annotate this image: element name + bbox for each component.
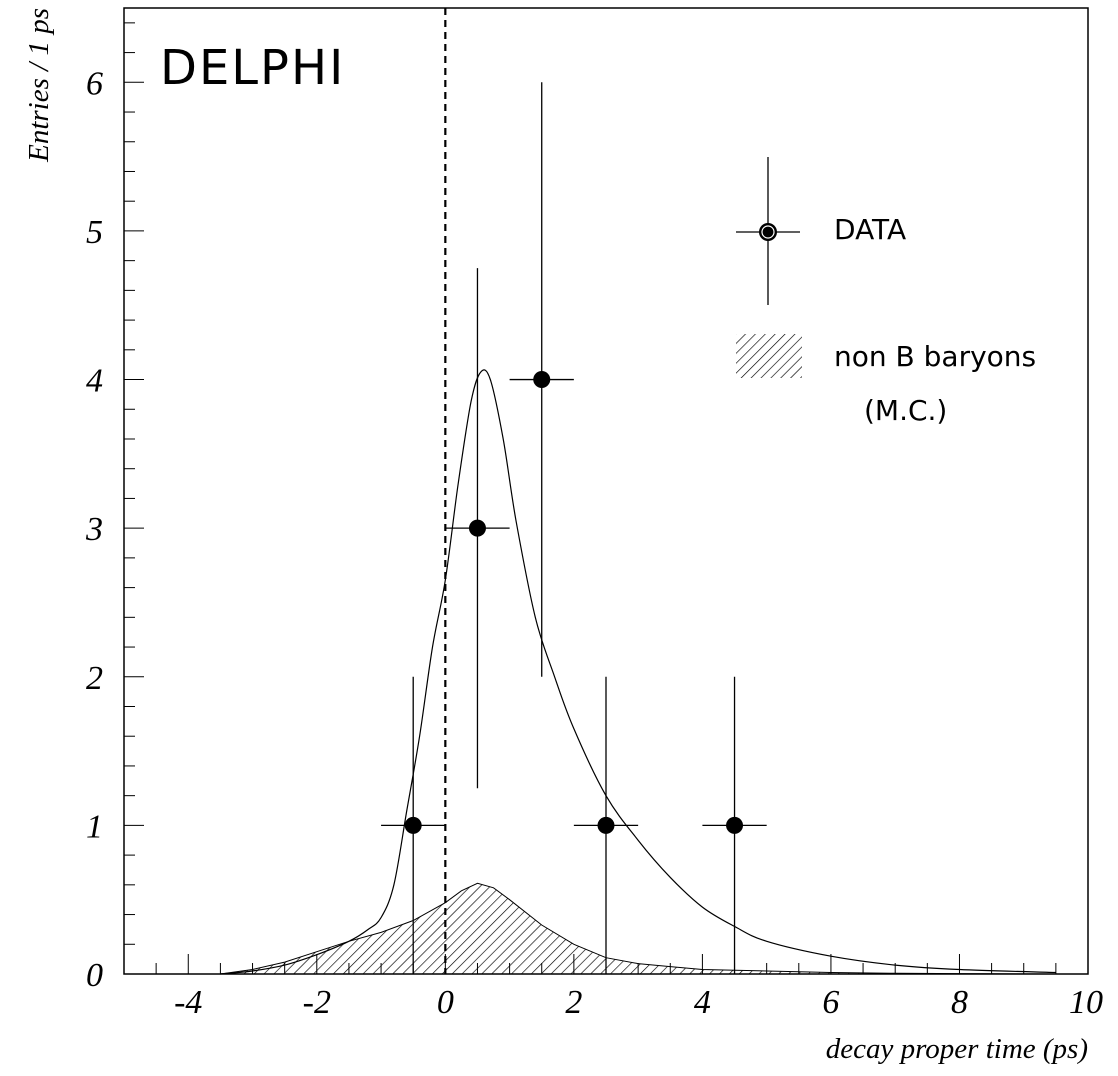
mc-hatched-area [220, 883, 1056, 974]
legend-data-marker-ring [761, 225, 775, 239]
axis-ticks-layer [123, 22, 1089, 975]
fit-curve [220, 369, 1056, 975]
legend-mc-label-sub: (M.C.) [864, 394, 947, 427]
data-points-layer [381, 82, 767, 974]
data-marker [533, 371, 551, 389]
legend-mc-swatch [736, 334, 802, 378]
y-tick-label: 4 [86, 363, 103, 400]
data-marker [468, 519, 486, 537]
x-tick-label: 10 [1069, 984, 1103, 1021]
x-tick-labels: -4 -2 0 2 4 6 8 10 [174, 984, 1103, 1021]
x-tick-label: 4 [694, 984, 711, 1021]
y-tick-labels: 0 1 2 3 4 5 6 [85, 65, 103, 994]
legend-data-label: DATA [834, 213, 906, 246]
data-point [509, 82, 574, 677]
experiment-label: DELPHI [160, 40, 345, 96]
y-tick-label: 1 [86, 808, 103, 845]
x-tick-label: 6 [822, 984, 839, 1021]
data-marker [726, 816, 744, 834]
y-tick-label: 2 [86, 660, 103, 697]
y-tick-label: 5 [86, 214, 103, 251]
mc-area-outline [220, 882, 1056, 975]
x-tick-label: -4 [174, 984, 202, 1021]
data-marker [597, 816, 615, 834]
y-tick-label: 0 [86, 957, 103, 994]
data-point [573, 676, 639, 974]
data-marker [404, 816, 422, 834]
fit-curve-layer [220, 369, 1056, 975]
data-point [702, 676, 767, 974]
mc-area-layer [220, 882, 1056, 975]
y-axis-title: Entries / 1 ps [23, 8, 55, 163]
y-tick-label: 6 [86, 65, 103, 102]
x-tick-label: 8 [951, 984, 968, 1021]
y-tick-label: 3 [85, 511, 103, 548]
data-point [381, 676, 446, 974]
x-tick-label: 2 [565, 984, 582, 1021]
x-tick-label: -2 [303, 984, 331, 1021]
legend-mc-label: non B baryons [834, 340, 1036, 373]
x-axis-title: decay proper time (ps) [826, 1033, 1088, 1065]
data-point [445, 268, 510, 789]
legend: DATA non B baryons (M.C.) [736, 157, 1036, 427]
x-tick-label: 0 [437, 984, 454, 1021]
